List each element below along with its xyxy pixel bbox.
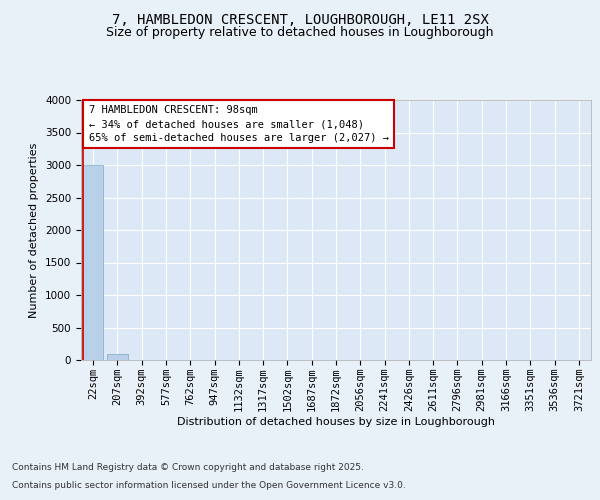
X-axis label: Distribution of detached houses by size in Loughborough: Distribution of detached houses by size … — [177, 417, 495, 427]
Text: 7 HAMBLEDON CRESCENT: 98sqm
← 34% of detached houses are smaller (1,048)
65% of : 7 HAMBLEDON CRESCENT: 98sqm ← 34% of det… — [89, 105, 389, 143]
Text: Size of property relative to detached houses in Loughborough: Size of property relative to detached ho… — [106, 26, 494, 39]
Bar — [83, 165, 103, 360]
Text: Contains public sector information licensed under the Open Government Licence v3: Contains public sector information licen… — [12, 481, 406, 490]
Text: 7, HAMBLEDON CRESCENT, LOUGHBOROUGH, LE11 2SX: 7, HAMBLEDON CRESCENT, LOUGHBOROUGH, LE1… — [112, 12, 488, 26]
Y-axis label: Number of detached properties: Number of detached properties — [29, 142, 40, 318]
Text: Contains HM Land Registry data © Crown copyright and database right 2025.: Contains HM Land Registry data © Crown c… — [12, 464, 364, 472]
Bar — [107, 354, 128, 360]
